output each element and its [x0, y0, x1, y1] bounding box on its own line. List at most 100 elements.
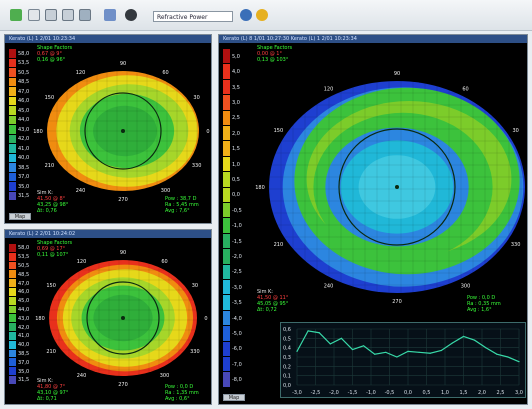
profile-point	[462, 335, 465, 338]
scale-label: 0,0	[232, 192, 240, 199]
scale-swatch	[9, 314, 16, 323]
topography-map[interactable]: 0 30 60 90 120 150 180 210 240 270 300 330	[5, 230, 212, 405]
profile-point	[318, 332, 320, 334]
map-type-select[interactable]: Refractive Power	[153, 11, 233, 22]
scale-swatch	[223, 95, 230, 110]
x-tick-label: 2,5	[497, 390, 505, 396]
scale-swatch	[9, 172, 16, 181]
profile-point	[485, 347, 487, 349]
scale-label: 5,0	[232, 53, 240, 60]
scale-swatch	[223, 280, 230, 295]
profile-point	[385, 351, 387, 353]
scale-swatch	[9, 252, 16, 261]
meridian-label: 30	[192, 283, 198, 289]
heart-icon[interactable]	[256, 9, 268, 21]
scale-swatch	[223, 156, 230, 172]
scale-label: 45,0	[18, 298, 30, 305]
power-readout: Pow : 0,0 D	[467, 295, 496, 301]
meridian-label: 120	[324, 86, 334, 92]
back-icon[interactable]	[10, 9, 22, 21]
scale-swatch	[223, 218, 230, 233]
profile-point	[307, 330, 309, 332]
meridian-label: 330	[511, 242, 521, 248]
shape-line-2: 0,11 @ 107°	[37, 252, 69, 258]
meridian-label: 210	[46, 349, 56, 355]
meridian-label: 240	[76, 188, 86, 194]
cursor-icon[interactable]	[104, 9, 116, 21]
y-tick-label: 0,6	[283, 327, 291, 333]
grid-icon[interactable]	[45, 9, 57, 21]
profile-point	[507, 356, 509, 358]
profile-point	[351, 348, 354, 351]
center-marker	[395, 185, 399, 189]
scale-swatch	[223, 233, 230, 249]
scale-label: 41,0	[18, 145, 30, 152]
meridian-label: 90	[120, 61, 126, 67]
map-panel-bottom-left[interactable]: Kerato (L) 2 2/01 10:24:02 58,0 53,5 50,5 4…	[4, 229, 212, 405]
map-panel-right[interactable]: Kerato (L) 8 1/01 10:27:30 Kerato (L) 1 …	[218, 34, 528, 405]
sim-title: Sim K:	[37, 378, 53, 384]
power-readout: Pow : 0,0 D	[165, 384, 194, 390]
sim-line-3: Δt: 0,71	[37, 396, 57, 402]
sim-line-1: 41,50 @ 8°	[37, 196, 66, 202]
power-readout: Pow : 38,7 D	[165, 196, 197, 202]
scale-label: 45,0	[18, 107, 30, 114]
profile-point	[429, 352, 431, 354]
x-tick-label: 0,0	[404, 390, 412, 396]
scale-swatch	[223, 357, 230, 372]
scale-label: 1,5	[232, 146, 240, 153]
arrow-icon[interactable]	[240, 9, 252, 21]
scale-swatch	[9, 288, 16, 296]
profile-point	[418, 351, 420, 353]
pupil-ring	[84, 92, 162, 170]
radius-readout: Ra : 0,35 mm	[467, 301, 501, 307]
scale-swatch	[223, 49, 230, 64]
print-icon[interactable]	[62, 9, 74, 21]
scale-swatch	[223, 310, 230, 326]
meridian-label: 150	[46, 283, 56, 289]
scale-swatch	[223, 172, 230, 187]
scale-swatch	[9, 367, 16, 375]
profile-point	[496, 353, 498, 355]
scale-label: 44,0	[18, 117, 30, 124]
x-tick-label: -1,5	[348, 390, 358, 396]
meridian-label: 60	[462, 86, 468, 92]
scale-label: -7,0	[232, 361, 242, 368]
y-tick-label: 0,2	[283, 364, 291, 370]
profile-point	[451, 342, 453, 344]
forward-icon[interactable]	[28, 9, 40, 21]
scale-swatch	[223, 187, 230, 202]
scale-label: 53,5	[18, 60, 30, 67]
profile-chart: 0,60,50,40,30,20,10,0-3,0 -2,5 -2,0 -1,5 -1,…	[283, 327, 523, 396]
y-tick-label: 0,0	[283, 383, 291, 389]
scale-label: -8,0	[232, 377, 242, 384]
profile-point	[407, 350, 409, 352]
scale-label: 43,0	[18, 315, 30, 322]
scale-label: 2,5	[232, 115, 240, 122]
scale-label: 40,0	[18, 342, 30, 349]
scale-swatch	[9, 296, 16, 305]
settings-icon[interactable]	[79, 9, 91, 21]
profile-point	[518, 361, 520, 363]
scale-label: 46,0	[18, 289, 30, 296]
meridian-label: 330	[192, 163, 202, 169]
map-panel-top-left[interactable]: Kerato (L) 1 2/01 10:23:34 58,0 53,5 50,5 4…	[4, 34, 212, 224]
meridian-label: 270	[118, 382, 128, 388]
meridian-label: 90	[120, 250, 126, 256]
y-tick-label: 0,5	[283, 336, 291, 342]
center-marker	[121, 129, 125, 133]
elevation-profile[interactable]: 0,6 0,5 0,4 0,3 0,2 0,1 0,0 -3,0 -2,5 -2,0 -1,5 -1,…	[280, 322, 526, 398]
map-button[interactable]: Map	[223, 394, 245, 401]
topography-map[interactable]: 0 30 60 90 120 150 180 210 240 270 300 330	[5, 35, 212, 224]
eye-icon[interactable]	[125, 9, 137, 21]
scale-swatch	[9, 305, 16, 314]
map-button[interactable]: Map	[9, 213, 31, 220]
meridian-label: 240	[77, 373, 87, 379]
scale-swatch	[9, 332, 16, 340]
scale-swatch	[9, 340, 16, 349]
scale-label: 4,0	[232, 69, 240, 76]
axis-readout: Avg : 0,6°	[165, 396, 190, 402]
profile-point	[440, 349, 442, 352]
scale-swatch	[9, 106, 16, 115]
